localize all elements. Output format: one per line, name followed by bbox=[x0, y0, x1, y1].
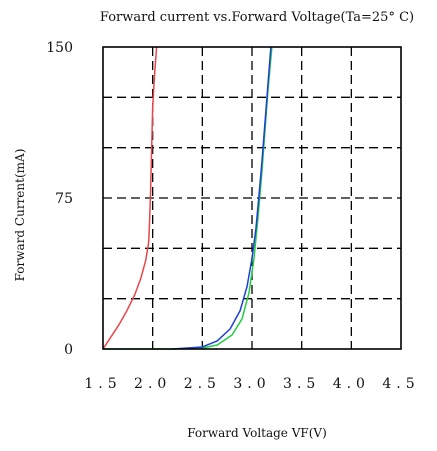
x-tick-label-2: 2.5 bbox=[184, 376, 221, 392]
series-line-2 bbox=[172, 46, 272, 350]
grid-lines bbox=[103, 47, 401, 349]
y-tick-labels: 0 75 150 bbox=[46, 40, 73, 358]
x-axis-title: Forward Voltage VF(V) bbox=[187, 426, 327, 440]
y-tick-label-2: 150 bbox=[46, 40, 73, 56]
y-tick-label-1: 75 bbox=[55, 191, 73, 207]
x-tick-label-0: 1.5 bbox=[84, 376, 121, 392]
chart-title: Forward current vs.Forward Voltage(Ta=25… bbox=[100, 10, 414, 25]
x-tick-labels: 1.5 2.0 2.5 3.0 3.5 4.0 4.5 bbox=[84, 376, 419, 392]
x-tick-label-3: 3.0 bbox=[233, 376, 270, 392]
series-line-0 bbox=[102, 46, 158, 350]
y-axis-title: Forward Current(mA) bbox=[13, 149, 27, 282]
x-tick-label-1: 2.0 bbox=[134, 376, 171, 392]
x-tick-label-6: 4.5 bbox=[382, 376, 419, 392]
x-tick-label-5: 4.0 bbox=[333, 376, 370, 392]
x-tick-label-4: 3.5 bbox=[283, 376, 320, 392]
plot-frame bbox=[102, 46, 402, 350]
y-tick-label-0: 0 bbox=[64, 342, 73, 358]
